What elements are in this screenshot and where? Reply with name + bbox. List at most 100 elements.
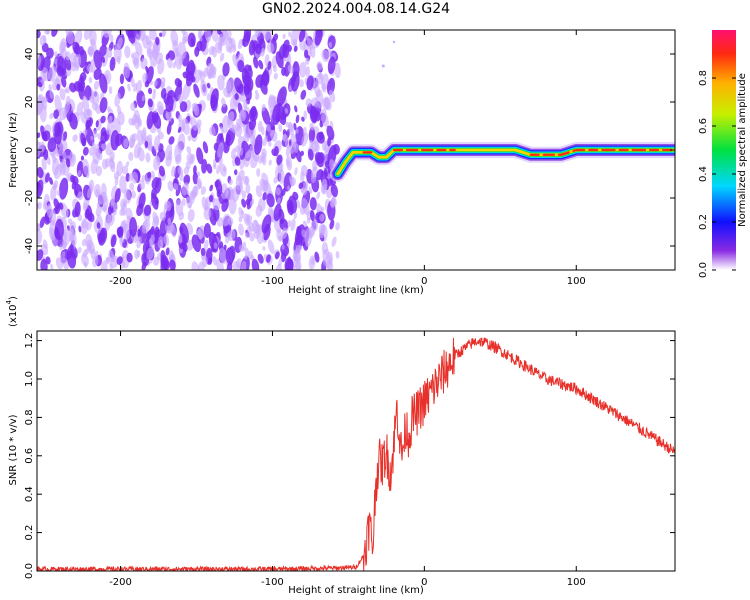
noise-dot: [38, 81, 43, 88]
noise-dot: [182, 71, 188, 79]
noise-dot: [249, 145, 254, 156]
noise-dot: [45, 172, 50, 183]
noise-dot: [321, 73, 329, 91]
snr-multiplier-base: (x10: [8, 304, 19, 327]
noise-dot: [275, 264, 282, 270]
y-tick-label: 0.0: [24, 563, 35, 579]
noise-dot: [69, 82, 77, 93]
noise-dot: [61, 75, 67, 88]
noise-dot: [266, 193, 275, 208]
noise-dot: [93, 49, 103, 70]
noise-dot: [261, 107, 271, 126]
noise-dot: [181, 182, 189, 196]
noise-dot: [235, 175, 243, 191]
noise-dot: [84, 85, 92, 101]
noise-dot: [305, 66, 311, 78]
noise-dot: [154, 108, 158, 114]
noise-dot: [50, 185, 57, 201]
noise-dot: [149, 30, 157, 41]
noise-dot: [186, 62, 196, 76]
noise-dot: [49, 91, 55, 99]
noise-dot: [94, 250, 99, 260]
noise-dot: [95, 206, 103, 217]
snr-multiplier: (x104): [5, 296, 19, 327]
noise-dot: [222, 62, 230, 77]
noise-dot: [153, 135, 161, 152]
noise-dot: [152, 88, 157, 94]
noise-dot: [299, 79, 304, 88]
noise-dot: [147, 87, 153, 95]
noise-dot: [117, 226, 124, 237]
noise-dot: [206, 163, 213, 174]
noise-dot: [68, 113, 78, 130]
noise-dot: [298, 30, 306, 43]
x-tick-label: -100: [261, 577, 284, 588]
noise-dot: [331, 236, 337, 247]
noise-dot: [124, 231, 130, 241]
noise-dot: [209, 63, 214, 72]
noise-dot: [322, 249, 328, 262]
noise-dot: [212, 66, 217, 75]
noise-dot: [221, 97, 226, 108]
noise-dot: [250, 154, 258, 169]
colorbar: 0.0 0.2 0.4 0.6 0.8 Normalized spectral ampl…: [698, 30, 748, 278]
noise-dot: [141, 218, 151, 234]
x-tick-label: -200: [109, 577, 132, 588]
noise-dot: [241, 198, 247, 208]
noise-dot: [301, 116, 305, 122]
noise-dot: [327, 56, 336, 75]
noise-dot: [130, 102, 136, 112]
noise-dot: [114, 92, 121, 107]
noise-dot: [43, 239, 48, 250]
noise-dot: [162, 259, 170, 270]
noise-dot: [202, 141, 209, 154]
noise-dot: [37, 249, 44, 261]
noise-dot: [126, 252, 133, 263]
noise-dot: [189, 192, 195, 205]
noise-dot: [82, 146, 89, 156]
noise-dot: [321, 183, 328, 195]
noise-dot: [47, 137, 57, 153]
snr-multiplier-exp: 4: [5, 299, 13, 304]
noise-dot: [90, 135, 94, 141]
noise-dot: [181, 118, 190, 135]
spectrogram-panel: -200 -100 0 100 40 20 0 -20 -40 Height of strai…: [8, 29, 676, 296]
noise-dot: [53, 58, 58, 65]
noise-dot: [51, 150, 56, 159]
noise-dot: [284, 107, 289, 114]
noise-dot: [108, 249, 114, 263]
noise-dot: [203, 222, 211, 239]
noise-dot: [153, 155, 161, 171]
noise-dot: [214, 42, 223, 54]
noise-dot: [208, 194, 214, 203]
noise-dot: [276, 154, 283, 166]
noise-dot: [303, 110, 308, 120]
noise-dot: [151, 170, 156, 180]
noise-dot: [48, 65, 57, 82]
noise-dot: [273, 146, 279, 157]
noise-dot: [54, 94, 62, 114]
noise-dot: [186, 146, 192, 154]
noise-dot: [189, 153, 195, 165]
colorbar-ticks: 0.0 0.2 0.4 0.6 0.8: [698, 70, 736, 278]
noise-dot: [225, 247, 235, 265]
noise-dot: [136, 90, 146, 109]
noise-dot: [74, 62, 80, 72]
noise-dot: [215, 179, 223, 195]
noise-dot: [278, 258, 283, 267]
noise-dot: [239, 158, 246, 170]
noise-dot: [232, 185, 240, 202]
noise-dot: [88, 47, 94, 58]
noise-dot: [328, 41, 333, 48]
noise-dot: [165, 95, 174, 113]
noise-dot: [157, 236, 164, 249]
noise-dot: [319, 213, 325, 222]
noise-dot: [37, 55, 42, 69]
noise-dot: [106, 105, 111, 112]
snr-x-ticks: -200 -100 0 100: [109, 331, 586, 588]
noise-dot: [178, 233, 183, 244]
noise-dot: [164, 200, 172, 212]
noise-dot: [167, 180, 174, 192]
noise-dot: [50, 233, 56, 241]
noise-dot: [125, 207, 133, 222]
